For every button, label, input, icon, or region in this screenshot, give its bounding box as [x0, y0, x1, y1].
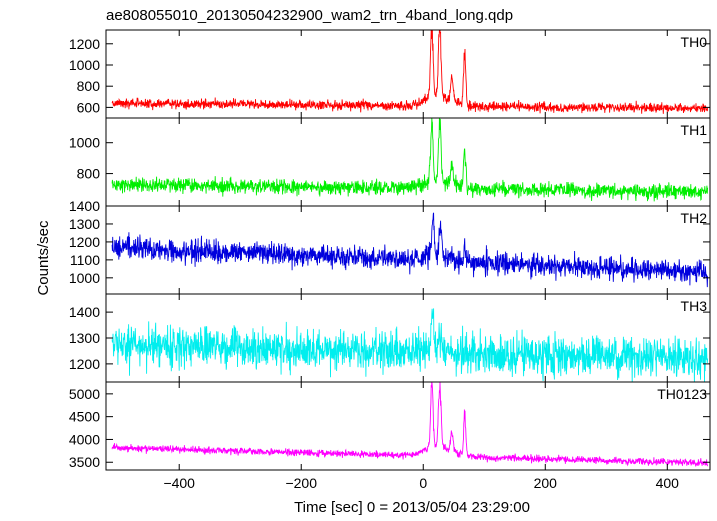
panel-label: TH3	[681, 298, 708, 314]
panel-th0123: 3500 4000 4500 5000 TH0123	[69, 381, 711, 471]
panel-frame	[105, 381, 711, 471]
x-tick-label: −400	[163, 475, 195, 491]
y-tick-label: 1000	[69, 270, 100, 286]
panel-th3: 1200 1300 1400 TH3	[69, 293, 711, 383]
chart-title: ae808055010_20130504232900_wam2_trn_4ban…	[106, 7, 513, 24]
series-line-th0	[111, 30, 709, 114]
y-tick-label: 1200	[69, 356, 100, 372]
y-tick-label: 3500	[69, 454, 100, 470]
y-tick-label: 1200	[69, 36, 100, 52]
y-tick-label: 1100	[70, 252, 100, 268]
panel-label: TH1	[681, 122, 708, 138]
y-tick-label: 4500	[69, 409, 100, 425]
y-tick-label: 800	[77, 78, 101, 94]
y-tick-label: 1300	[69, 216, 100, 232]
panel-label: TH0123	[657, 386, 707, 402]
x-tick-label: 0	[419, 475, 427, 491]
y-axis-label: Counts/sec	[35, 220, 52, 296]
y-tick-label: 1300	[69, 330, 100, 346]
y-tick-label: 600	[77, 99, 101, 115]
panel-frame	[105, 293, 711, 383]
y-tick-label: 1400	[69, 304, 100, 320]
y-tick-label: 1000	[69, 57, 100, 73]
x-tick-label: 200	[534, 475, 558, 491]
panel-label: TH0	[681, 34, 708, 50]
y-tick-label: 1400	[69, 198, 100, 214]
y-tick-label: 1000	[69, 135, 100, 151]
x-tick-label: 400	[656, 475, 680, 491]
x-axis-label: Time [sec] 0 = 2013/05/04 23:29:00	[294, 499, 530, 516]
series-line-th1	[111, 118, 709, 202]
y-tick-label: 1200	[69, 234, 100, 250]
series-line-th2	[111, 212, 709, 288]
x-tick-label: −200	[285, 475, 317, 491]
y-tick-label: 4000	[69, 431, 100, 447]
panel-th0: 600 800 1000 1200 TH0	[69, 29, 711, 119]
series-line-th3	[111, 308, 709, 382]
y-tick-label: 800	[77, 166, 101, 182]
panel-th2: 1000 1100 1200 1300 1400 TH2	[69, 198, 711, 295]
series-line-th0123	[111, 382, 709, 467]
panel-th1: 800 1000 TH1	[69, 117, 711, 207]
y-tick-label: 5000	[69, 386, 100, 402]
panel-label: TH2	[681, 210, 708, 226]
